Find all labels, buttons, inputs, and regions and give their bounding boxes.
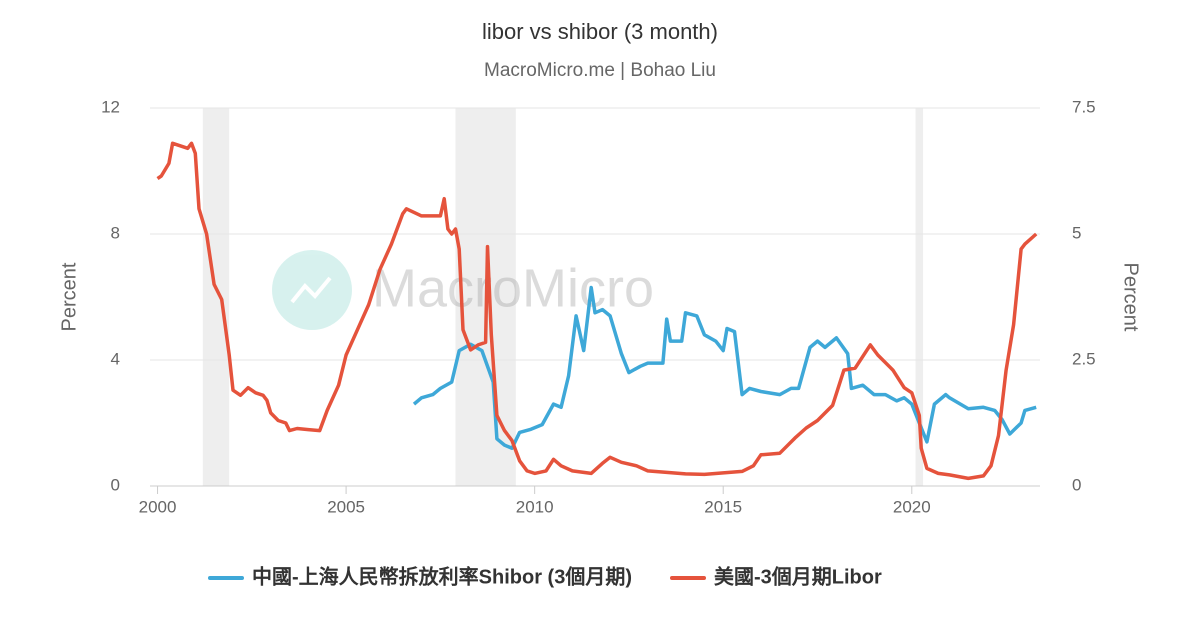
y-tick-label: 12 — [101, 97, 120, 116]
shaded-range — [202, 108, 230, 486]
x-tick-label: 2005 — [327, 497, 365, 516]
chart-subtitle: MacroMicro.me | Bohao Liu — [484, 60, 716, 81]
series-line — [412, 285, 1037, 450]
series-line — [156, 141, 1038, 481]
y-tick-label: 4 — [111, 349, 120, 368]
x-tick-label: 2020 — [893, 497, 931, 516]
shaded-range — [915, 108, 924, 486]
watermark: MacroMicro — [272, 250, 654, 330]
y2-tick-label: 5 — [1072, 223, 1081, 242]
watermark-icon — [272, 250, 352, 330]
legend-label: 中國-上海人民幣拆放利率Shibor (3個月期) — [252, 564, 632, 588]
y2-tick-label: 2.5 — [1072, 349, 1096, 368]
legend-item: 中國-上海人民幣拆放利率Shibor (3個月期) — [208, 564, 632, 588]
watermark-text: MacroMicro — [372, 258, 654, 318]
legend-item: 美國-3個月期Libor — [670, 564, 882, 588]
y-tick-label: 8 — [111, 223, 120, 242]
y2-axis-title: Percent — [1120, 263, 1142, 332]
x-tick-label: 2000 — [139, 497, 177, 516]
y-axis-title: Percent — [58, 262, 80, 331]
legend-label: 美國-3個月期Libor — [714, 564, 882, 588]
y-tick-label: 0 — [111, 475, 120, 494]
x-tick-label: 2015 — [704, 497, 742, 516]
chart-title: libor vs shibor (3 month) — [482, 19, 718, 44]
y2-tick-label: 7.5 — [1072, 97, 1096, 116]
watermark-icon-line — [290, 276, 332, 304]
y2-tick-label: 0 — [1072, 475, 1081, 494]
x-tick-label: 2010 — [516, 497, 554, 516]
